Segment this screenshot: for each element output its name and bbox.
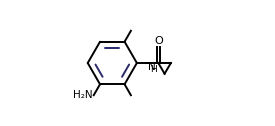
Text: H: H xyxy=(150,65,157,74)
Text: H₂N: H₂N xyxy=(73,90,93,100)
Text: O: O xyxy=(154,36,163,46)
Text: N: N xyxy=(148,62,156,72)
